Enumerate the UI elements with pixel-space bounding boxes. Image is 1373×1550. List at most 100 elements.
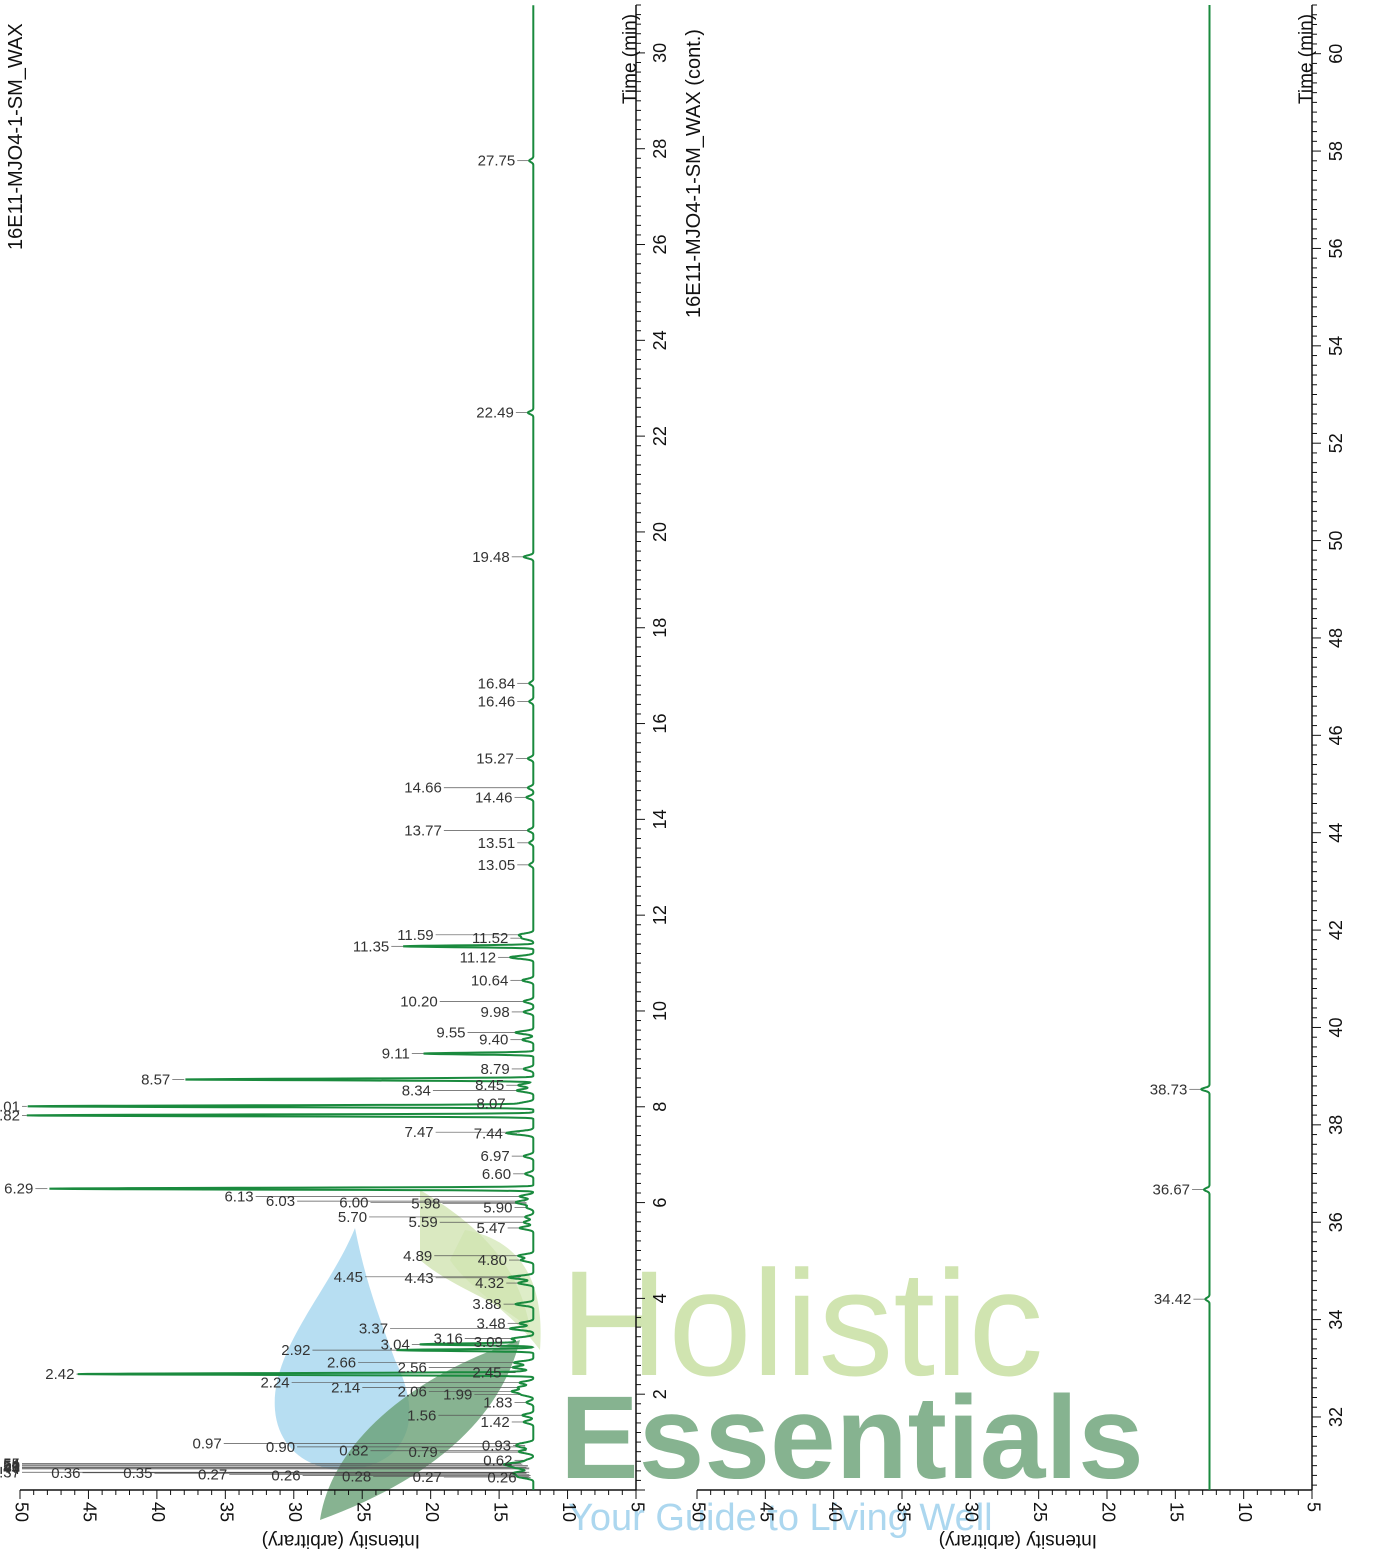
intensity-tick-label: 50 — [688, 1502, 708, 1522]
intensity-tick-label: 15 — [490, 1502, 510, 1522]
peak-label: 2.56 — [398, 1359, 427, 1376]
time-tick-label: 22 — [650, 426, 670, 446]
peak-label: 1.56 — [407, 1407, 436, 1424]
peak-label: 6.13 — [224, 1188, 253, 1205]
peak-label: 2.14 — [331, 1379, 360, 1396]
time-tick-label: 32 — [1326, 1407, 1346, 1427]
time-tick-label: 56 — [1326, 238, 1346, 258]
peak-label: 0.62 — [483, 1452, 512, 1469]
peak-label: 6.03 — [266, 1193, 295, 1210]
peak-label: 15.27 — [476, 751, 514, 768]
intensity-tick-label: 10 — [559, 1502, 579, 1522]
peak-label: 27.75 — [478, 153, 516, 170]
time-tick-label: 50 — [1326, 531, 1346, 551]
peak-label: 3.88 — [472, 1296, 501, 1313]
intensity-tick-label: 20 — [1098, 1502, 1118, 1522]
peak-label: 8.79 — [481, 1061, 510, 1078]
peak-label: 0.37 — [0, 1464, 20, 1481]
peak-label: 9.40 — [479, 1032, 508, 1049]
peak-label: 5.47 — [476, 1220, 505, 1237]
peak-label: 0.27 — [198, 1467, 227, 1484]
peak-label: 6.97 — [481, 1148, 510, 1165]
peak-label: 7.82 — [0, 1107, 20, 1124]
time-tick-label: 42 — [1326, 920, 1346, 940]
intensity-tick-label: 5 — [627, 1502, 647, 1512]
peak-label: 2.42 — [45, 1366, 74, 1383]
intensity-tick-label: 5 — [1303, 1502, 1323, 1512]
intensity-tick-label: 45 — [757, 1502, 777, 1522]
peak-label: 11.52 — [472, 930, 508, 947]
peak-label: 2.92 — [281, 1342, 310, 1359]
peak-label: 10.20 — [400, 993, 438, 1010]
peak-label: 6.29 — [4, 1181, 33, 1198]
peak-label: 4.32 — [475, 1275, 504, 1292]
peak-label: 3.16 — [434, 1331, 463, 1348]
intensity-tick-label: 20 — [422, 1502, 442, 1522]
peak-label: 0.50 — [0, 1458, 20, 1475]
peak-label: 13.51 — [478, 835, 516, 852]
peak-label: 1.83 — [483, 1394, 512, 1411]
intensity-tick-label: 10 — [1235, 1502, 1255, 1522]
time-axis-title: Time (min) — [620, 14, 641, 104]
peak-label: 0.79 — [409, 1444, 438, 1461]
time-tick-label: 34 — [1326, 1310, 1346, 1330]
peak-label: 14.46 — [475, 789, 513, 806]
peak-label: 11.35 — [353, 938, 389, 955]
intensity-axis-title: Intensity (arbitrary) — [262, 1530, 420, 1550]
peak-label: 0.93 — [482, 1437, 511, 1454]
time-tick-label: 52 — [1326, 433, 1346, 453]
chromatogram-panel-2: 32 34 36 38 40 42 44 46 48 50 52 54 56 58 60 5 10 15 20 25… — [683, 4, 1346, 1550]
peak-label: 5.98 — [411, 1196, 440, 1213]
time-tick-label: 16 — [650, 714, 670, 734]
peak-leader-lines — [22, 160, 531, 1478]
peak-label: 6.00 — [339, 1195, 368, 1212]
time-tick-label: 4 — [650, 1293, 670, 1303]
peak-label: 19.48 — [472, 549, 510, 566]
intensity-axis-ticks: 5 10 15 20 25 30 35 40 45 50 — [688, 1490, 1323, 1522]
peak-label: 2.06 — [398, 1383, 427, 1400]
peak-label: 11.59 — [397, 927, 433, 944]
chart-title: 16E11-MJO4-1-SM_WAX (cont.) — [683, 29, 705, 318]
peak-leader-lines — [1189, 1088, 1206, 1300]
peak-label: 38.73 — [1150, 1081, 1188, 1098]
peak-label: 9.11 — [382, 1046, 410, 1063]
peak-label: 22.49 — [476, 405, 514, 422]
time-tick-label: 46 — [1326, 725, 1346, 745]
peak-label: 7.44 — [474, 1126, 503, 1143]
peak-label: 3.48 — [476, 1315, 505, 1332]
peak-label: 4.80 — [478, 1252, 507, 1269]
peak-label: 8.34 — [402, 1082, 431, 1099]
chromatogram-trace — [26, 5, 535, 1490]
peak-label: 11.12 — [460, 949, 496, 966]
peak-label: 4.43 — [404, 1270, 433, 1287]
time-tick-label: 58 — [1326, 141, 1346, 161]
peak-label: 6.60 — [482, 1166, 511, 1183]
watermark-line2: Essentials — [560, 1372, 1144, 1504]
peak-labels: 34.42 36.67 38.73 — [1150, 1081, 1192, 1308]
peak-label: 1.42 — [481, 1414, 510, 1431]
peak-label: 0.36 — [51, 1465, 80, 1482]
time-tick-label: 12 — [650, 905, 670, 925]
intensity-axis-title: Intensity (arbitrary) — [939, 1530, 1097, 1550]
holistic-essentials-watermark: Holistic Essentials Your Guide to Living… — [274, 1190, 1144, 1539]
intensity-axis-ticks: 5 10 15 20 25 30 35 40 45 50 — [11, 1490, 647, 1522]
time-axis-ticks: 32 34 36 38 40 42 44 46 48 50 52 54 56 58 60 — [1312, 4, 1346, 1486]
time-tick-label: 6 — [650, 1198, 670, 1208]
peak-label: 0.82 — [339, 1443, 368, 1460]
time-tick-label: 54 — [1326, 336, 1346, 356]
peak-label: 0.26 — [487, 1470, 516, 1487]
intensity-tick-label: 45 — [80, 1502, 100, 1522]
time-tick-label: 18 — [650, 618, 670, 638]
peak-label: 34.42 — [1154, 1291, 1192, 1308]
peak-label: 0.55 — [0, 1456, 20, 1473]
time-tick-label: 8 — [650, 1102, 670, 1112]
peak-label: 5.90 — [483, 1199, 512, 1216]
peak-label: 36.67 — [1152, 1182, 1190, 1199]
time-tick-label: 44 — [1326, 823, 1346, 843]
time-tick-label: 10 — [650, 1001, 670, 1021]
intensity-tick-label: 30 — [285, 1502, 305, 1522]
intensity-tick-label: 35 — [893, 1502, 913, 1522]
time-tick-label: 38 — [1326, 1115, 1346, 1135]
time-tick-label: 36 — [1326, 1212, 1346, 1232]
